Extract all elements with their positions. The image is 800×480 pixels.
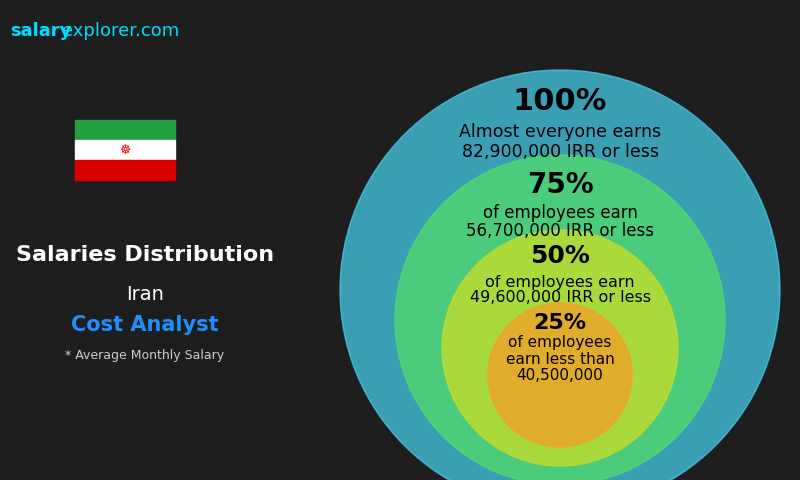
Text: 40,500,000: 40,500,000 [517,368,603,383]
Bar [75,120,175,140]
Circle shape [395,155,725,480]
Text: earn less than: earn less than [506,351,614,367]
Text: 75%: 75% [526,171,594,199]
Bar [75,140,175,160]
Text: Iran: Iran [126,286,164,304]
Text: 50%: 50% [530,244,590,268]
Text: 49,600,000 IRR or less: 49,600,000 IRR or less [470,290,650,305]
Text: explorer.com: explorer.com [62,22,179,40]
Text: 56,700,000 IRR or less: 56,700,000 IRR or less [466,222,654,240]
Text: * Average Monthly Salary: * Average Monthly Salary [66,348,225,361]
Circle shape [340,70,780,480]
Bar [75,160,175,180]
Text: Almost everyone earns: Almost everyone earns [459,123,661,141]
Circle shape [488,303,632,447]
Text: ☸: ☸ [119,144,130,156]
Text: Cost Analyst: Cost Analyst [71,315,219,335]
Text: 25%: 25% [534,313,586,333]
Text: 82,900,000 IRR or less: 82,900,000 IRR or less [462,143,658,161]
Text: Salaries Distribution: Salaries Distribution [16,245,274,265]
Text: of employees earn: of employees earn [482,204,638,222]
Text: of employees earn: of employees earn [485,275,635,289]
Text: 100%: 100% [513,87,607,117]
Text: salary: salary [10,22,71,40]
Circle shape [442,230,678,466]
Text: of employees: of employees [508,336,612,350]
